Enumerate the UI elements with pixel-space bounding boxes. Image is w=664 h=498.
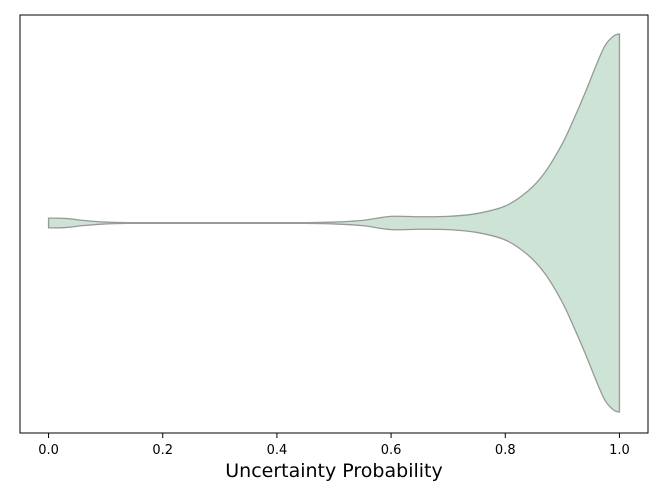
- x-tick-label: 0.6: [381, 443, 402, 458]
- x-tick-label: 0.0: [38, 443, 59, 458]
- violin-group: [47, 33, 621, 413]
- violin-body: [47, 33, 621, 413]
- x-ticks: 0.0 0.2 0.4 0.6 0.8 1.0: [38, 433, 630, 458]
- x-axis-label: Uncertainty Probability: [225, 460, 442, 482]
- x-tick-label: 0.8: [495, 443, 516, 458]
- x-tick-label: 0.2: [152, 443, 173, 458]
- x-tick-label: 0.4: [267, 443, 288, 458]
- x-tick-label: 1.0: [609, 443, 630, 458]
- plot-frame: [19, 14, 649, 434]
